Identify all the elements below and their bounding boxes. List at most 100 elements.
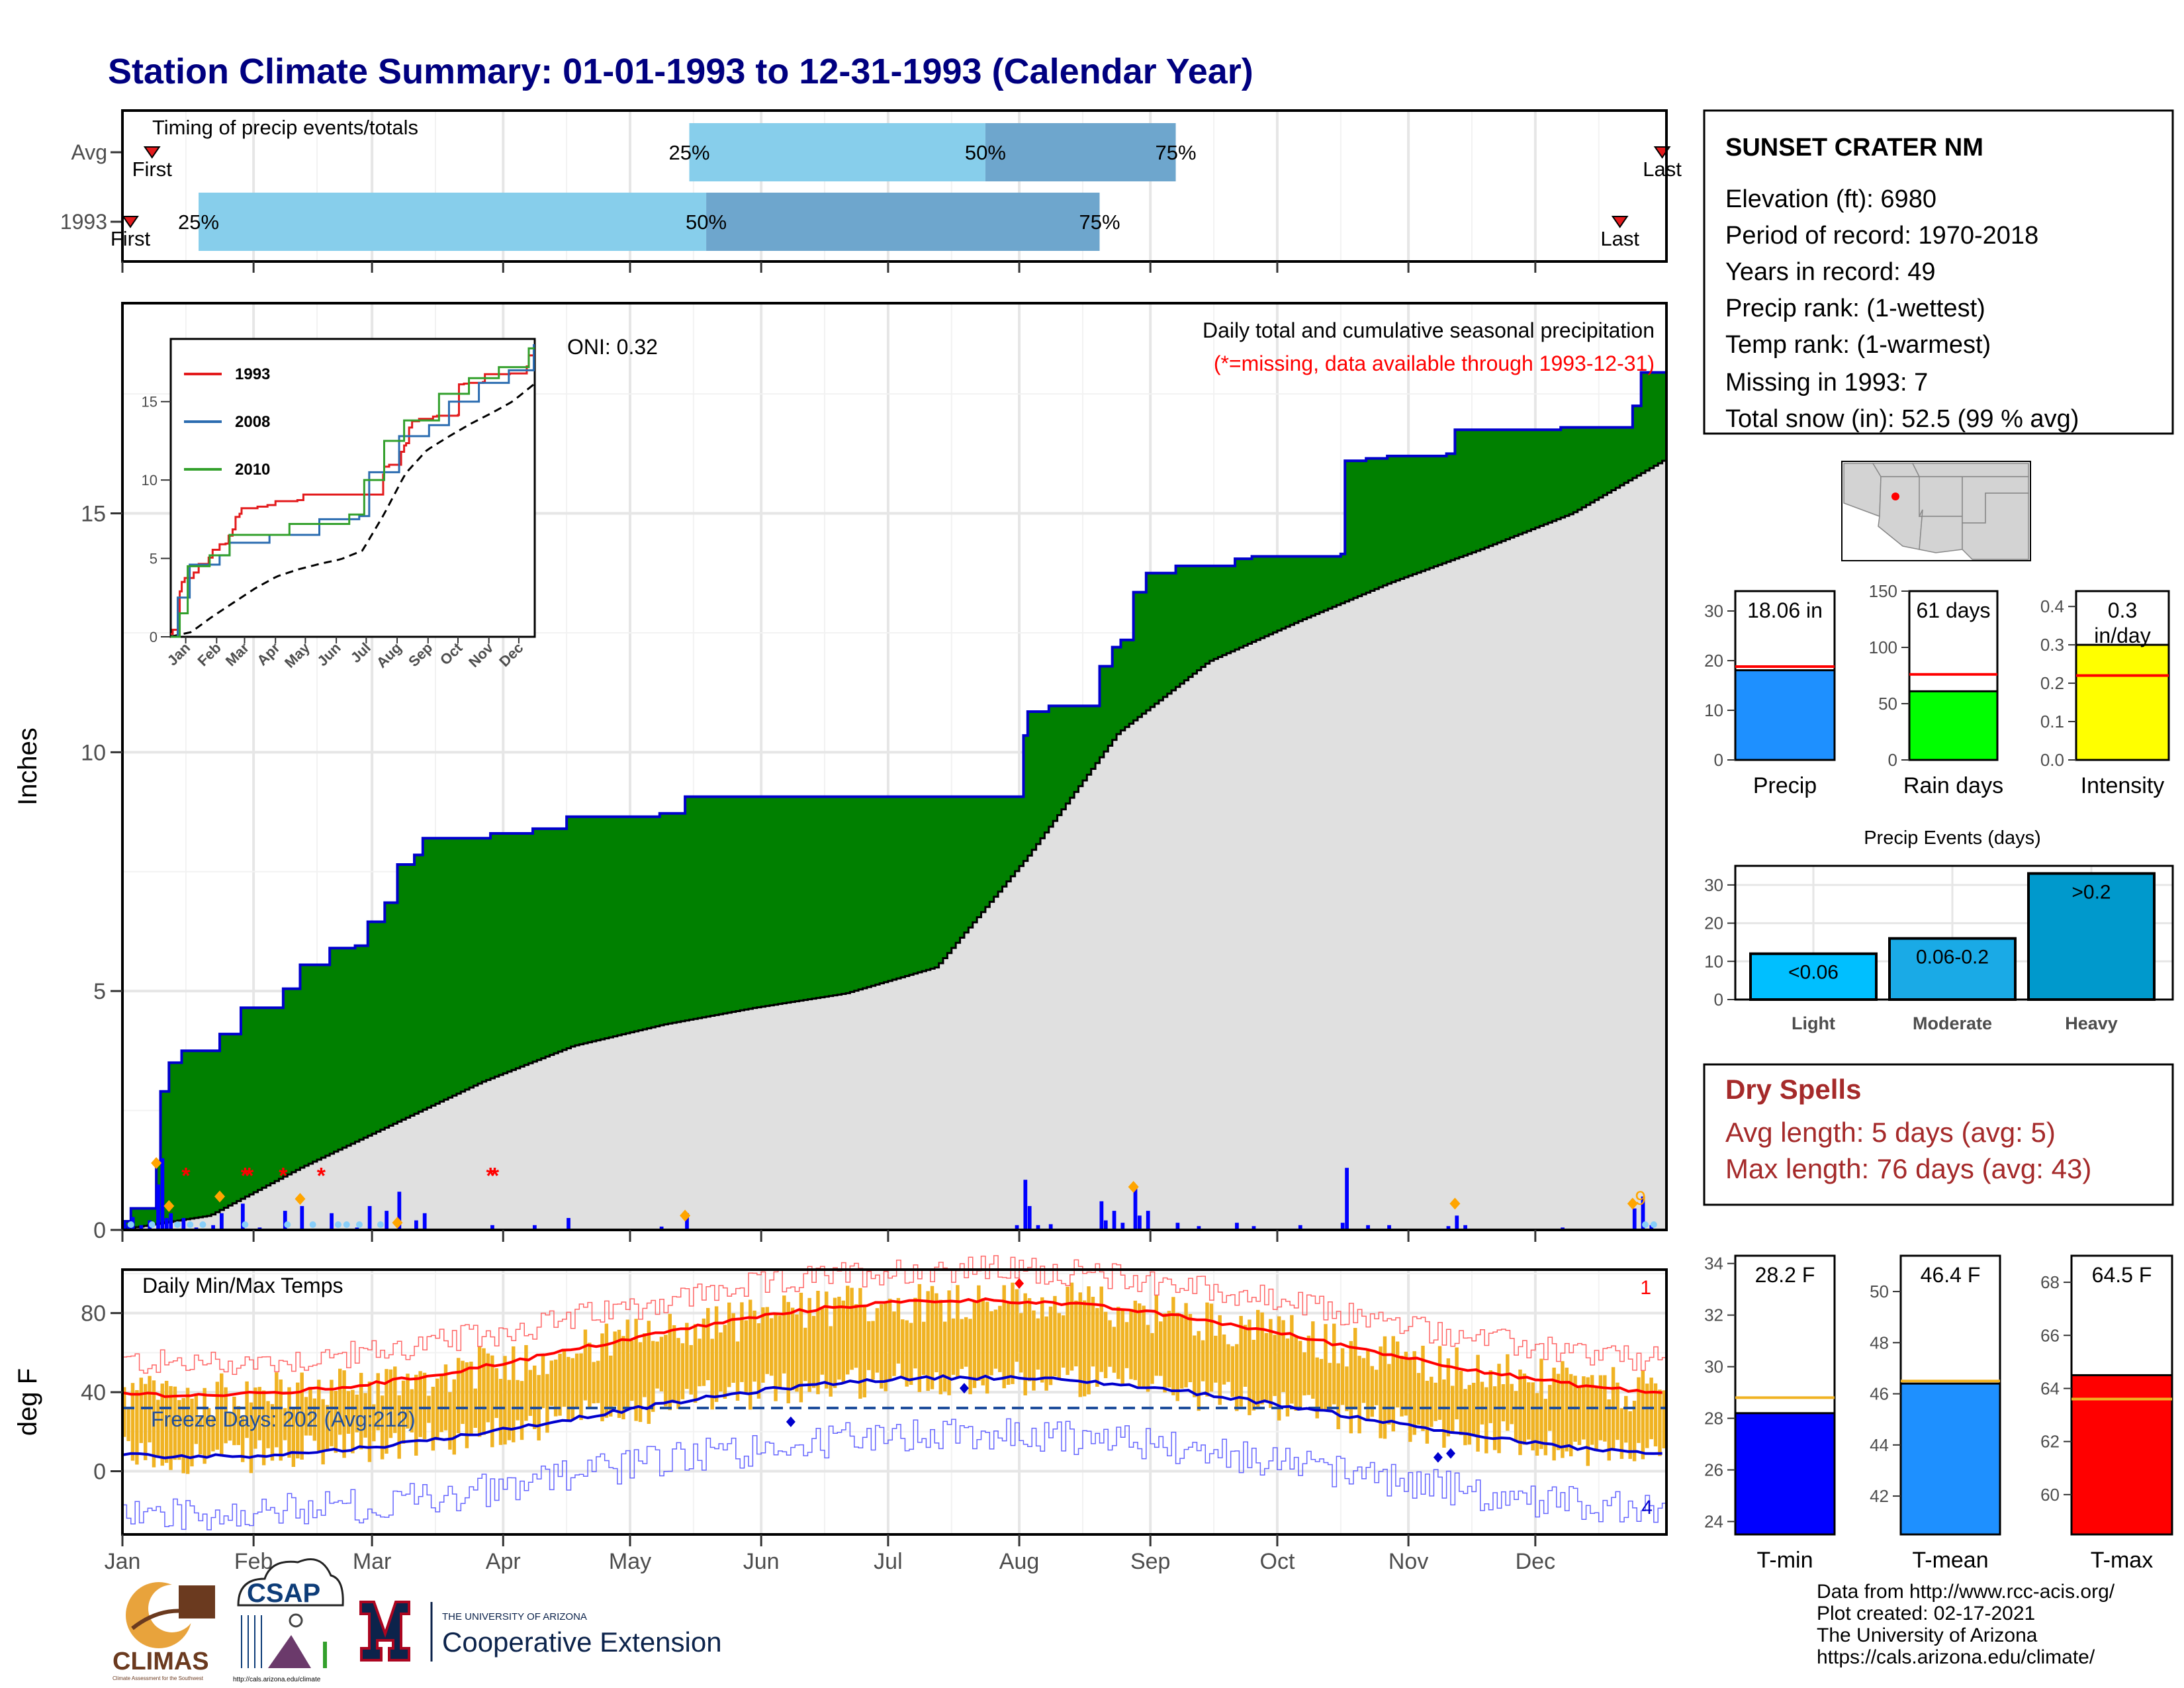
daily-temp-bar bbox=[321, 1399, 325, 1465]
daily-temp-bar bbox=[693, 1324, 698, 1403]
daily-temp-bar bbox=[592, 1362, 596, 1403]
daily-temp-bar bbox=[181, 1397, 185, 1474]
daily-temp-bar bbox=[841, 1300, 846, 1383]
daily-temp-bar bbox=[1290, 1315, 1294, 1404]
daily-temp-bar bbox=[1019, 1313, 1023, 1373]
daily-precip-bar bbox=[685, 1213, 689, 1230]
daily-temp-bar bbox=[224, 1387, 228, 1444]
daily-temp-bar bbox=[1048, 1306, 1053, 1385]
summary-bar-tick: 32 bbox=[1704, 1305, 1723, 1325]
daily-temp-bar bbox=[761, 1307, 765, 1383]
daily-temp-bar bbox=[774, 1313, 778, 1401]
summary-bar-name: Intensity bbox=[2081, 773, 2165, 798]
station-line: Period of record: 1970-2018 bbox=[1725, 222, 2038, 250]
daily-temp-bar bbox=[465, 1362, 469, 1448]
summary-bar-name: T-max bbox=[2091, 1548, 2153, 1573]
daily-temp-bar bbox=[1619, 1408, 1624, 1459]
daily-temp-bar bbox=[1357, 1356, 1361, 1434]
daily-temp-bar bbox=[1154, 1295, 1159, 1376]
snow-trace-marker bbox=[174, 1221, 181, 1228]
daily-temp-bar bbox=[541, 1354, 545, 1409]
daily-temp-bar bbox=[283, 1408, 287, 1440]
daily-temp-bar bbox=[330, 1380, 334, 1446]
first-event-label: First bbox=[111, 227, 151, 250]
precip-events-tick: 20 bbox=[1704, 914, 1723, 933]
timing-bar-q3 bbox=[985, 123, 1176, 181]
first-event-label: First bbox=[132, 158, 173, 181]
daily-temp-bar bbox=[143, 1383, 148, 1460]
daily-temp-bar bbox=[1171, 1297, 1175, 1395]
daily-precip-bar bbox=[181, 1217, 186, 1230]
daily-temp-bar bbox=[1336, 1363, 1340, 1430]
daily-temp-bar bbox=[1561, 1361, 1565, 1458]
missing-data-marker: * bbox=[486, 1163, 495, 1188]
daily-temp-bar bbox=[1527, 1382, 1531, 1440]
daily-temp-bar bbox=[740, 1302, 744, 1382]
daily-precip-bar bbox=[1455, 1215, 1459, 1230]
daily-temp-bar bbox=[862, 1305, 866, 1397]
temp-panel-label: Daily Min/Max Temps bbox=[142, 1274, 343, 1297]
daily-temp-bar bbox=[1230, 1346, 1235, 1397]
daily-temp-bar bbox=[1366, 1350, 1370, 1420]
daily-temp-bar bbox=[317, 1380, 321, 1451]
snow-trace-marker bbox=[343, 1221, 350, 1228]
daily-temp-bar bbox=[452, 1379, 456, 1455]
daily-temp-bar bbox=[562, 1348, 567, 1407]
daily-temp-bar bbox=[1298, 1340, 1302, 1410]
daily-temp-bar bbox=[820, 1307, 825, 1375]
csap-url: http://cals.arizona.edu/climate bbox=[233, 1676, 321, 1683]
daily-temp-bar bbox=[346, 1391, 351, 1434]
summary-bar-tick: 44 bbox=[1870, 1435, 1889, 1455]
daily-temp-bar bbox=[1269, 1319, 1273, 1408]
daily-precip-bar bbox=[1138, 1215, 1142, 1230]
daily-temp-bar bbox=[1069, 1282, 1074, 1371]
daily-temp-bar bbox=[1006, 1302, 1011, 1385]
temp-count-low: 4 bbox=[1641, 1497, 1653, 1519]
daily-temp-bar bbox=[1209, 1303, 1214, 1392]
daily-temp-bar bbox=[1222, 1334, 1226, 1385]
daily-temp-bar bbox=[909, 1323, 913, 1385]
snow-trace-marker bbox=[334, 1221, 341, 1228]
summary-bar-tick: 62 bbox=[2040, 1432, 2060, 1452]
daily-temp-bar bbox=[1306, 1335, 1311, 1395]
daily-temp-bar bbox=[385, 1369, 388, 1454]
daily-temp-bar bbox=[215, 1382, 220, 1450]
daily-temp-bar bbox=[494, 1368, 498, 1419]
daily-temp-bar bbox=[1645, 1383, 1649, 1448]
daily-temp-bar bbox=[1607, 1399, 1611, 1461]
daily-precip-bar bbox=[1103, 1220, 1108, 1230]
precip-ylabel: Inches bbox=[13, 727, 42, 806]
temp-ylabel: deg F bbox=[13, 1368, 42, 1436]
daily-temp-bar bbox=[930, 1286, 934, 1389]
daily-temp-bar bbox=[1514, 1391, 1518, 1442]
daily-temp-bar bbox=[866, 1321, 871, 1370]
footer-line: Data from http://www.rcc-acis.org/ bbox=[1817, 1581, 2115, 1603]
daily-temp-bar bbox=[748, 1299, 752, 1410]
daily-temp-bar bbox=[744, 1320, 749, 1394]
record-low-marker bbox=[1446, 1448, 1456, 1459]
daily-temp-bar bbox=[570, 1358, 574, 1421]
daily-temp-bar bbox=[279, 1379, 283, 1461]
daily-temp-bar bbox=[1442, 1379, 1446, 1448]
last-event-marker bbox=[1611, 216, 1629, 228]
inset-legend-label: 2010 bbox=[235, 461, 270, 479]
daily-precip-bar bbox=[160, 1158, 165, 1230]
daily-temp-bar bbox=[664, 1335, 668, 1407]
daily-temp-bar bbox=[516, 1380, 520, 1421]
inset-average-line bbox=[170, 383, 535, 638]
daily-temp-bar bbox=[1391, 1336, 1395, 1432]
daily-temp-bar bbox=[706, 1307, 710, 1381]
inset-tick-label: 10 bbox=[142, 472, 158, 489]
daily-temp-bar bbox=[304, 1397, 308, 1436]
daily-temp-bar bbox=[1319, 1358, 1324, 1411]
record-high-line bbox=[122, 1255, 1666, 1376]
daily-temp-bar bbox=[1628, 1411, 1632, 1459]
daily-temp-bar bbox=[1158, 1321, 1163, 1376]
daily-temp-bar bbox=[596, 1360, 600, 1403]
daily-temp-bar bbox=[583, 1329, 588, 1401]
daily-temp-bar bbox=[558, 1354, 562, 1416]
daily-temp-bar bbox=[194, 1393, 199, 1444]
daily-temp-bar bbox=[503, 1356, 507, 1445]
daily-temp-bar bbox=[625, 1319, 630, 1410]
daily-temp-bar bbox=[638, 1342, 643, 1423]
